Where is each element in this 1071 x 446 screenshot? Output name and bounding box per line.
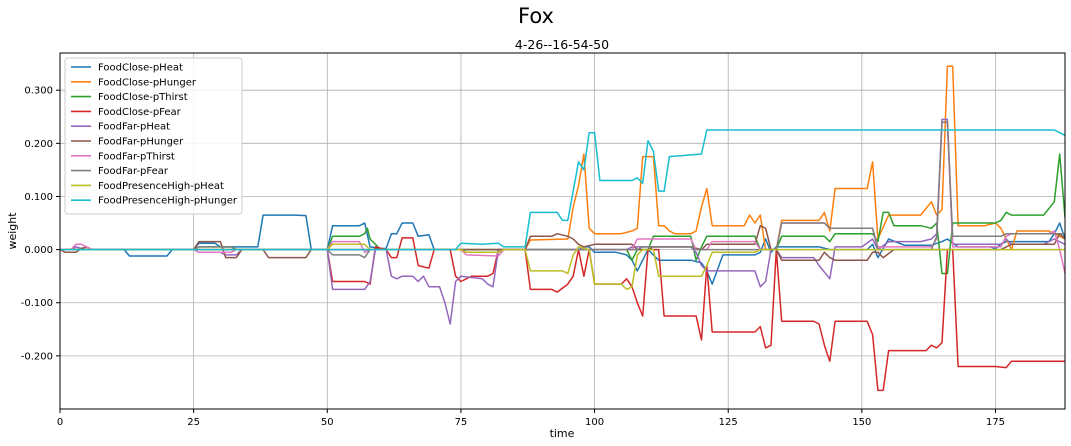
x-tick-label: 75 xyxy=(455,417,468,428)
legend-entry: FoodFar-pHunger xyxy=(98,137,184,148)
axes-frame xyxy=(59,52,1066,410)
x-tick-label: 100 xyxy=(585,417,604,428)
series-line-foodclose-pthirst xyxy=(60,153,1065,275)
y-tick-label: 0.100 xyxy=(24,192,53,203)
x-tick-label: 50 xyxy=(321,417,334,428)
figure-suptitle: Fox xyxy=(518,4,554,28)
series-line-foodpresencehigh-phunger xyxy=(60,129,1065,251)
series-line-foodclose-phunger xyxy=(60,65,1065,251)
y-axis-label: weight xyxy=(6,212,19,250)
legend-entry: FoodClose-pFear xyxy=(98,107,182,118)
x-tick-label: 175 xyxy=(986,417,1005,428)
legend-entry: FoodClose-pThirst xyxy=(98,92,188,103)
y-tick-label: 0.300 xyxy=(24,86,53,97)
y-axis-ticks: -0.200 -0.100 0.000 0.100 0.200 0.300 xyxy=(21,86,60,362)
axes-title: 4-26--16-54-50 xyxy=(515,37,609,52)
series-line-foodclose-pfear xyxy=(60,237,1065,392)
legend-entry: FoodPresenceHigh-pHeat xyxy=(98,181,224,192)
legend: FoodClose-pHeat FoodClose-pHunger FoodClos… xyxy=(64,57,243,215)
legend-entry: FoodFar-pFear xyxy=(98,166,169,177)
series-line-foodfar-pfear xyxy=(60,121,1065,259)
series-line-foodpresencehigh-pheat xyxy=(60,243,1065,291)
legend-entry: FoodFar-pThirst xyxy=(98,151,175,162)
x-axis-ticks: 0 25 50 75 100 125 150 175 xyxy=(57,409,1005,428)
y-tick-label: -0.200 xyxy=(21,351,53,362)
x-tick-label: 0 xyxy=(57,417,63,428)
x-axis-label: time xyxy=(550,427,575,440)
y-tick-label: -0.100 xyxy=(21,298,53,309)
x-tick-label: 150 xyxy=(852,417,871,428)
legend-entry: FoodFar-pHeat xyxy=(98,122,170,133)
legend-entry: FoodPresenceHigh-pHunger xyxy=(98,196,238,207)
y-tick-label: 0.000 xyxy=(24,245,53,256)
plot-area xyxy=(60,65,1065,392)
legend-entry: FoodClose-pHeat xyxy=(98,63,183,74)
legend-box xyxy=(64,57,243,215)
y-tick-label: 0.200 xyxy=(24,139,53,150)
legend-entry: FoodClose-pHunger xyxy=(98,77,197,88)
x-tick-label: 125 xyxy=(719,417,738,428)
x-tick-label: 25 xyxy=(187,417,200,428)
